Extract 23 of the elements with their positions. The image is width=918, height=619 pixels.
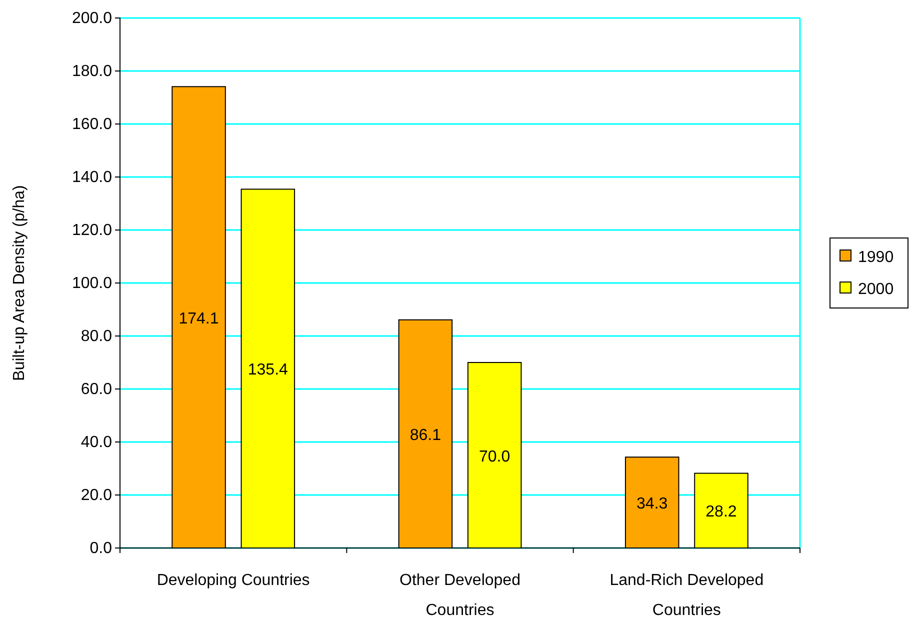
legend-label: 2000 bbox=[858, 281, 894, 298]
y-axis-title: Built-up Area Density (p/ha) bbox=[11, 185, 28, 381]
y-tick-label: 100.0 bbox=[72, 275, 112, 292]
y-tick-label: 0.0 bbox=[90, 540, 112, 558]
y-tick-label: 120.0 bbox=[72, 222, 112, 240]
legend-label: 1990 bbox=[858, 249, 894, 266]
data-label: 135.4 bbox=[248, 362, 288, 379]
y-tick-label: 80.0 bbox=[80, 328, 112, 346]
x-tick-label: Developing Countries bbox=[156, 572, 310, 589]
y-tick-label: 180.0 bbox=[72, 63, 112, 80]
data-label: 28.2 bbox=[706, 504, 737, 521]
data-label: 86.1 bbox=[410, 426, 442, 444]
x-tick-label: Other Developed Countries bbox=[400, 572, 520, 619]
y-tick-label: 60.0 bbox=[80, 381, 112, 398]
data-label: 174.1 bbox=[178, 310, 219, 328]
x-tick-label: Land-Rich Developed Countries bbox=[610, 572, 764, 619]
data-label: 34.3 bbox=[636, 496, 668, 513]
data-label: 70.0 bbox=[478, 448, 510, 466]
y-tick-label: 140.0 bbox=[72, 169, 112, 186]
y-tick-label: 20.0 bbox=[80, 487, 112, 504]
y-tick-label: 40.0 bbox=[80, 434, 112, 452]
y-tick-label: 200.0 bbox=[72, 10, 112, 28]
y-tick-label: 160.0 bbox=[72, 116, 112, 134]
